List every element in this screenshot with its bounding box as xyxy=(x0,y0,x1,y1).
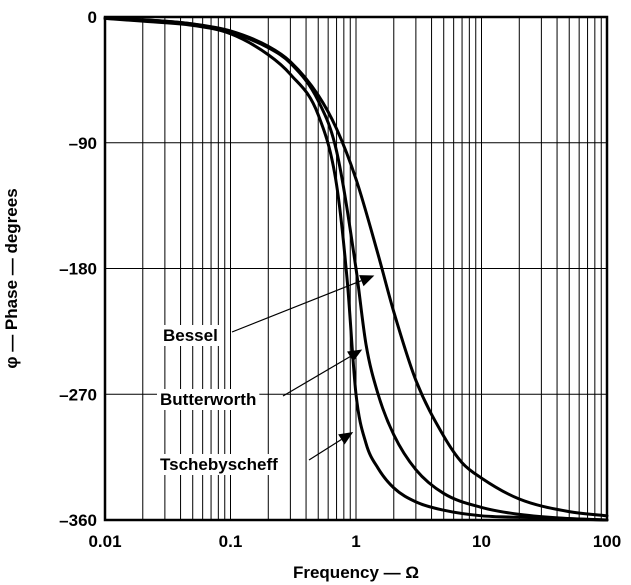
annotation-leader xyxy=(308,438,342,461)
x-tick-label: 100 xyxy=(593,532,621,551)
x-tick-label: 10 xyxy=(472,532,491,551)
y-tick-label: –90 xyxy=(69,134,97,153)
y-axis-title: φ — Phase — degrees xyxy=(2,188,21,368)
x-axis-title: Frequency — Ω xyxy=(293,563,419,582)
y-axis-ticks: 0 –90 –180 –270 –360 xyxy=(59,8,97,530)
annotation-arrowhead xyxy=(347,349,363,362)
series-line-tschebyscheff xyxy=(103,16,609,522)
x-tick-label: 0.1 xyxy=(219,532,243,551)
plot-frame xyxy=(103,15,609,522)
y-tick-label: –270 xyxy=(59,385,97,404)
annotation-label-bessel: Bessel xyxy=(163,326,218,345)
annotation-label-tschebyscheff: Tschebyscheff xyxy=(160,455,278,474)
curves xyxy=(103,16,609,522)
x-tick-label: 0.01 xyxy=(88,532,121,551)
x-axis-ticks: 0.01 0.1 1 10 100 xyxy=(88,532,621,551)
y-tick-label: 0 xyxy=(88,8,97,27)
annotation-label-background xyxy=(160,325,221,346)
y-tick-label: –180 xyxy=(59,260,97,279)
x-tick-label: 1 xyxy=(351,532,360,551)
annotations: Bessel Butterworth Tschebyscheff xyxy=(157,275,375,475)
annotation-arrowhead xyxy=(359,275,375,287)
annotation-leader xyxy=(282,356,351,397)
annotation-label-butterworth: Butterworth xyxy=(160,390,256,409)
annotation-arrowhead xyxy=(338,431,354,445)
annotation-leader xyxy=(231,280,362,333)
y-tick-label: –360 xyxy=(59,511,97,530)
annotation-label-background xyxy=(157,454,282,475)
annotation-label-background xyxy=(157,389,260,410)
